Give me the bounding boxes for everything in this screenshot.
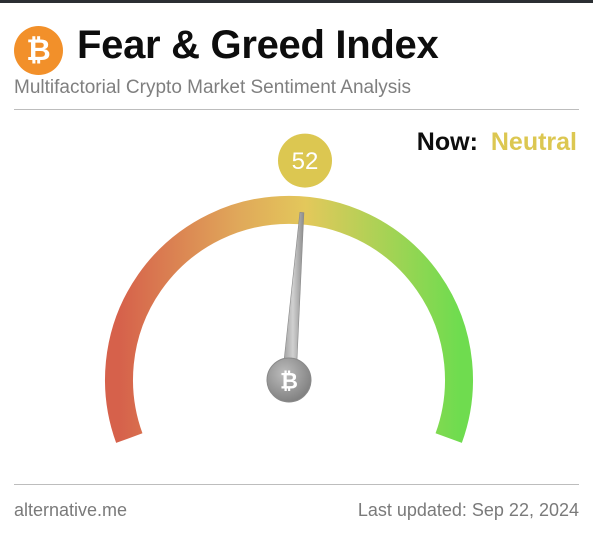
gauge-hub [266, 357, 312, 403]
header: ₿ Fear & Greed Index [14, 20, 579, 80]
source-label: alternative.me [14, 500, 128, 520]
page-subtitle: Multifactorial Crypto Market Sentiment A… [14, 77, 412, 98]
last-updated-label: Last updated: Sep 22, 2024 [357, 500, 579, 520]
now-value: Neutral [490, 128, 577, 156]
page-title: Fear & Greed Index [77, 23, 439, 67]
now-label: Now: [416, 128, 478, 156]
value-badge [278, 133, 332, 188]
gauge-value-label: 52 [292, 148, 319, 175]
sentiment-status: Now: Neutral [417, 128, 577, 157]
bitcoin-logo-icon: ₿ [14, 26, 63, 75]
divider-top [14, 109, 579, 110]
divider-bottom [14, 484, 579, 485]
logo-symbol: ₿ [26, 33, 51, 67]
bitcoin-icon: ₿ [280, 369, 298, 394]
gauge-needle [281, 211, 305, 381]
gauge-arc [105, 195, 473, 443]
top-border [0, 0, 593, 3]
